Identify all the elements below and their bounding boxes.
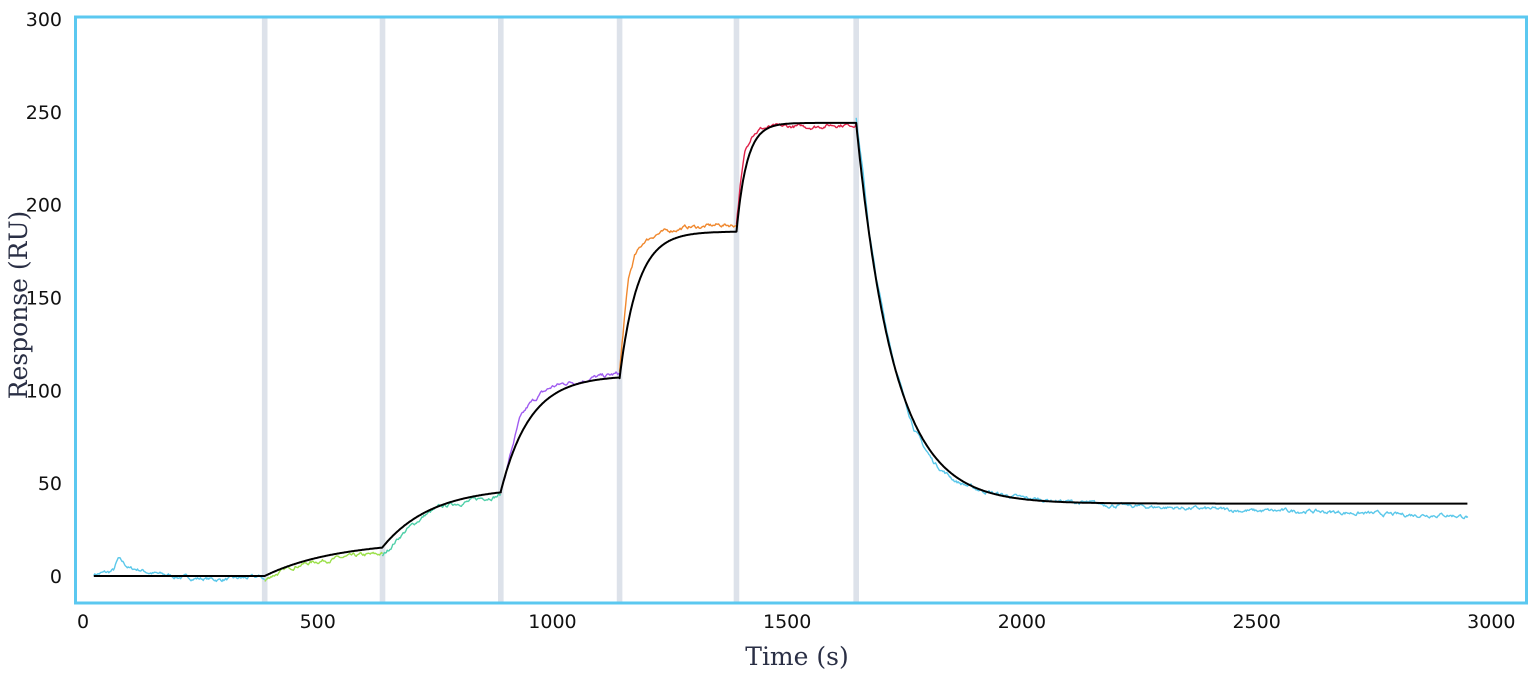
fit-line: [93, 121, 1468, 577]
x-tick-label: 2000: [998, 611, 1046, 633]
y-axis-ticks: 0 50 100 150 200 250 300: [26, 9, 62, 588]
plot-frame: [74, 15, 1528, 605]
data-trace: [264, 551, 384, 582]
injection-marker: [733, 18, 740, 602]
y-tick-label: 300: [26, 9, 62, 31]
data-trace: [735, 122, 857, 225]
data-trace: [381, 493, 502, 557]
x-tick-label: 1500: [763, 611, 811, 633]
injection-marker: [853, 18, 859, 602]
injection-marker: [616, 18, 623, 602]
data-trace: [93, 557, 266, 583]
injection-markers: [261, 18, 859, 602]
injection-marker: [379, 18, 386, 602]
y-tick-label: 0: [50, 566, 62, 588]
data-traces: [93, 117, 1469, 583]
x-tick-label: 3000: [1467, 611, 1515, 633]
injection-marker: [498, 18, 504, 602]
x-tick-label: 0: [77, 611, 89, 633]
y-tick-label: 100: [26, 380, 62, 402]
data-trace: [500, 371, 620, 492]
y-tick-label: 250: [26, 102, 62, 124]
injection-marker: [261, 18, 268, 602]
y-tick-label: 150: [26, 287, 62, 309]
x-axis-title: Time (s): [745, 642, 848, 671]
y-tick-label: 200: [26, 195, 62, 217]
x-tick-label: 2500: [1232, 611, 1280, 633]
x-axis-ticks: 0 500 1000 1500 2000 2500 3000: [77, 611, 1516, 633]
data-trace: [855, 117, 1469, 520]
x-tick-label: 1000: [528, 611, 576, 633]
data-trace: [618, 223, 737, 372]
x-tick-label: 500: [300, 611, 336, 633]
y-axis-title: Response (RU): [4, 211, 33, 400]
y-tick-label: 50: [38, 473, 62, 495]
fit-curve: [93, 121, 1468, 577]
